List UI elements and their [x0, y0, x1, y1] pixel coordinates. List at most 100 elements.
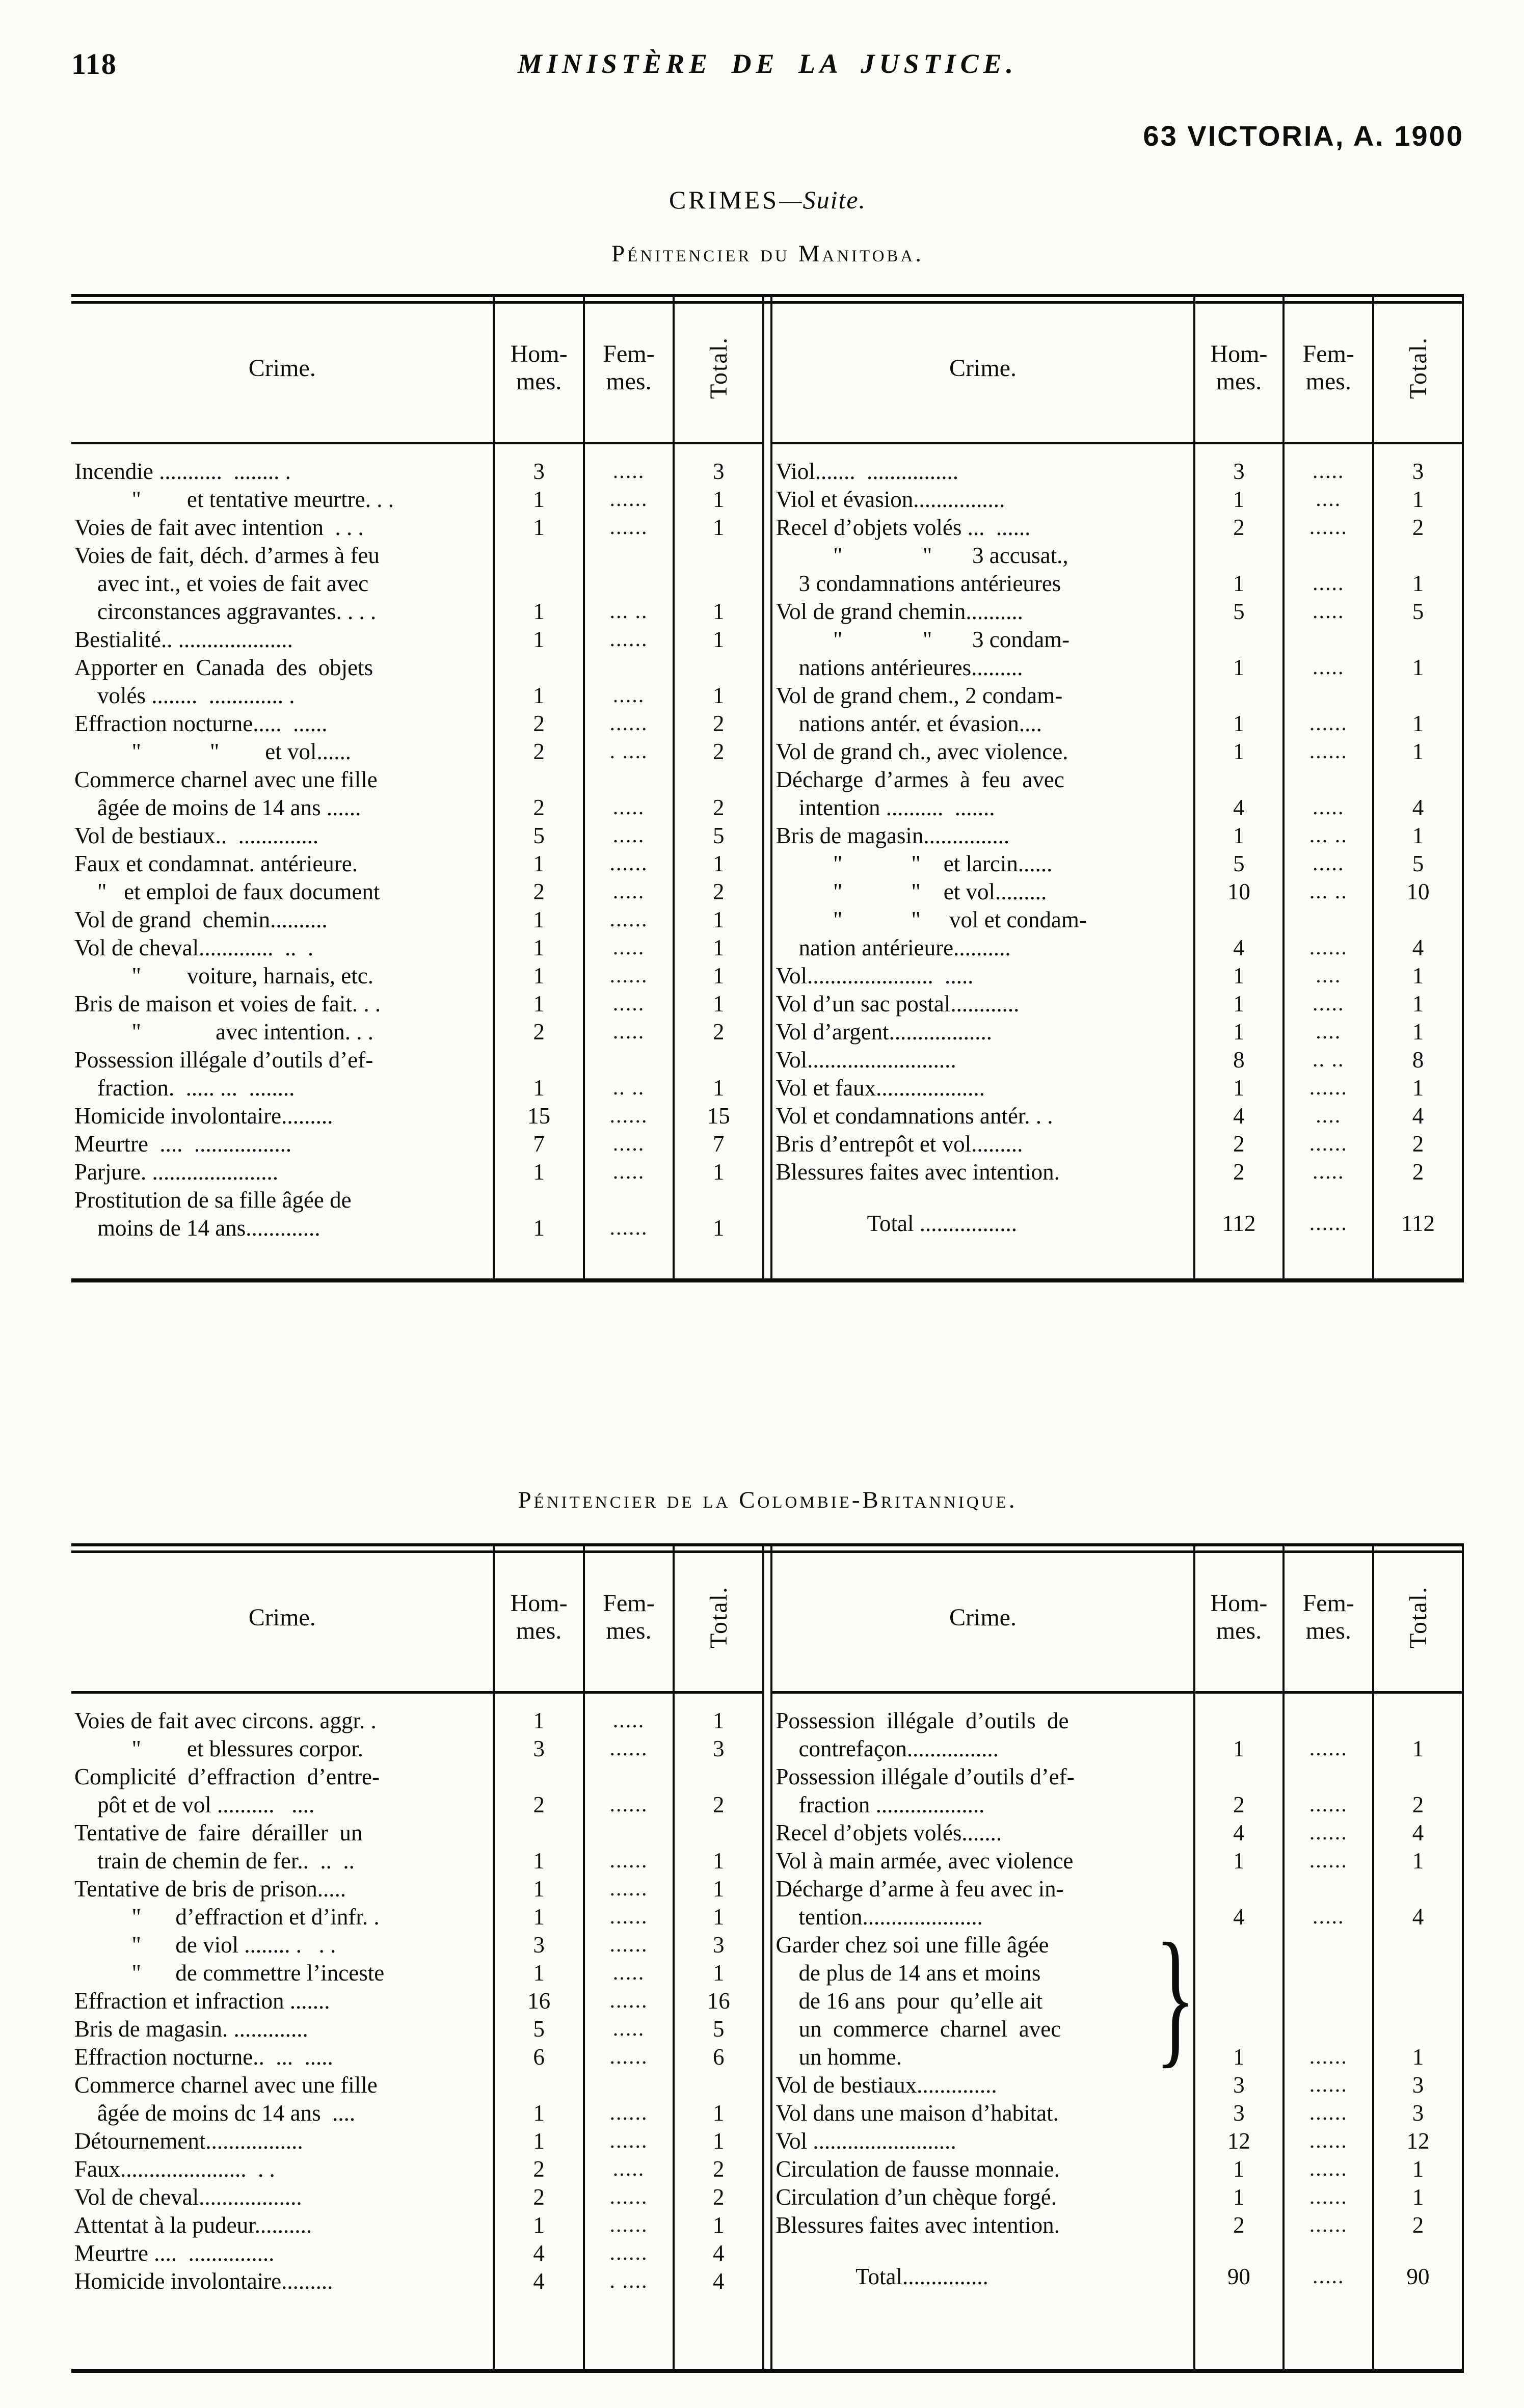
col-header-hommes-line: mes.	[1216, 368, 1262, 395]
femmes-value: ......	[1282, 1130, 1372, 1158]
total-value: 2	[1372, 2211, 1462, 2239]
crime-label: Homicide involontaire.........	[74, 2268, 333, 2294]
filler	[493, 1242, 582, 1278]
femmes-value: ......	[582, 514, 673, 542]
femmes-value: ......	[582, 1819, 673, 1875]
table-half-left: Crime. Hom-mes. Fem-mes. Total. Incendie ...…	[71, 294, 765, 1278]
total-value: 3	[1372, 2071, 1462, 2099]
femmes-value: .. ..	[582, 1046, 673, 1102]
crime-label: Voies de fait avec intention . . .	[74, 515, 364, 540]
hommes-value: 2	[1193, 1158, 1283, 1186]
pre-total-spacer	[1282, 1186, 1372, 1210]
total-value: 1	[673, 1959, 762, 1987]
crime-label: Blessures faites avec intention.	[776, 2212, 1060, 2238]
total-value: 1	[1372, 486, 1462, 514]
femmes-value: ......	[1282, 906, 1372, 962]
femmes-value: .....	[582, 990, 673, 1018]
femmes-value: ......	[582, 1186, 673, 1242]
total-value: 6	[673, 2043, 762, 2071]
hommes-value: 2	[1193, 1763, 1283, 1819]
total-value: 3	[1372, 458, 1462, 486]
total-value: 2	[673, 1018, 762, 1046]
crime-label: " de viol ........ . . .	[74, 1932, 336, 1958]
table-body: Viol....... ................ 3..... 3 Viol …	[772, 444, 1462, 1278]
total-value: 1	[673, 962, 762, 990]
femmes-value: ......	[582, 626, 673, 654]
total-value: 1	[673, 1819, 762, 1875]
crime-label: Voies de fait avec circons. aggr. .	[74, 1708, 377, 1733]
femmes-value: ... ..	[1282, 878, 1372, 906]
hommes-value: 2	[493, 2155, 582, 2183]
hommes-value: 10	[1193, 878, 1283, 906]
crime-label: Tentative de bris de prison.....	[74, 1876, 346, 1902]
total-value: 4	[673, 2239, 762, 2267]
crime-label: Incendie ........... ........ .	[74, 459, 291, 484]
lead-spacer	[493, 1694, 582, 1707]
femmes-value: .....	[1282, 626, 1372, 682]
col-header-femmes: Fem-mes.	[1282, 1543, 1372, 1691]
hommes-value: 1	[1193, 1074, 1283, 1102]
section-title-suffix: —Suite.	[779, 185, 867, 214]
total-value: 1	[1372, 1931, 1462, 2071]
crime-label: " et emploi de faux document	[74, 879, 380, 904]
crime-label: Circulation d’un chèque forgé.	[776, 2184, 1057, 2210]
femmes-value: .....	[582, 1130, 673, 1158]
total-value: 3	[1372, 2099, 1462, 2127]
crime-label: Vol et condamnations antér. . .	[776, 1103, 1053, 1129]
crime-label: Garder chez soi une fille âgée de plus d…	[772, 1931, 1193, 2071]
running-title: MINISTÈRE DE LA JUSTICE.	[517, 48, 1018, 79]
crime-label: Bestialité.. ....................	[74, 627, 293, 652]
col-header-total: Total.	[673, 294, 762, 442]
crime-label: " avec intention. . .	[74, 1019, 374, 1045]
lead-spacer	[71, 1694, 493, 1707]
table-title-manitoba: Pénitencier du Manitoba.	[611, 240, 924, 267]
lead-spacer	[1193, 444, 1283, 458]
pre-total-spacer	[772, 2239, 1193, 2263]
hommes-value: 3	[1193, 2071, 1283, 2099]
total-value: 10	[1372, 878, 1462, 906]
total-value: 1	[1372, 2155, 1462, 2183]
crime-label: Circulation de fausse monnaie.	[776, 2156, 1060, 2182]
lead-spacer	[1282, 1694, 1372, 1707]
filler	[673, 2295, 762, 2369]
pre-total-spacer	[1282, 2239, 1372, 2263]
hommes-value: 2	[1193, 514, 1283, 542]
femmes-value: ......	[582, 1903, 673, 1931]
femmes-value: ......	[1282, 1931, 1372, 2071]
lead-spacer	[493, 444, 582, 458]
hommes-value: 4	[493, 2239, 582, 2267]
hommes-value: 1	[1193, 1018, 1283, 1046]
total-value: 5	[1372, 598, 1462, 626]
col-header-femmes-line: Fem-	[603, 340, 655, 368]
femmes-value: .....	[582, 1959, 673, 1987]
col-header-total: Total.	[673, 1543, 762, 1691]
crime-label: " d’effraction et d’infr. .	[74, 1904, 380, 1930]
col-header-total-label: Total.	[705, 337, 732, 399]
hommes-value: 1	[1193, 1931, 1283, 2071]
col-header-femmes: Fem-mes.	[582, 1543, 673, 1691]
crime-label: " " et vol.........	[776, 879, 1047, 904]
femmes-value: ......	[1282, 2183, 1372, 2211]
crime-label: Vol de grand chem., 2 condam- nations an…	[776, 683, 1063, 736]
crimes-table-manitoba: Crime. Hom-mes. Fem-mes. Total. Incendie ...…	[71, 294, 1464, 1282]
hommes-value: 3	[493, 1735, 582, 1763]
hommes-value: 1	[493, 2127, 582, 2155]
hommes-value: 2	[493, 2183, 582, 2211]
col-header-hommes-line: Hom-	[510, 340, 568, 368]
hommes-value: 2	[493, 710, 582, 738]
hommes-value: 1	[1193, 1707, 1283, 1763]
total-label: Total...............	[776, 2264, 988, 2289]
col-header-hommes: Hom-mes.	[493, 294, 582, 442]
col-header-hommes: Hom-mes.	[1193, 294, 1283, 442]
col-header-hommes-line: Hom-	[1210, 1590, 1268, 1617]
femmes-value: .....	[582, 1707, 673, 1735]
femmes-value: ......	[1282, 1210, 1372, 1238]
total-value: 3	[673, 458, 762, 486]
hommes-value: 5	[1193, 850, 1283, 878]
total-value: 1	[1372, 1018, 1462, 1046]
crime-label: Vol..........................	[776, 1047, 956, 1073]
femmes-value: . ....	[582, 738, 673, 766]
crime-label: Recel d’objets volés ... ......	[776, 515, 1031, 540]
femmes-value: ......	[1282, 2099, 1372, 2127]
hommes-value: 5	[1193, 598, 1283, 626]
